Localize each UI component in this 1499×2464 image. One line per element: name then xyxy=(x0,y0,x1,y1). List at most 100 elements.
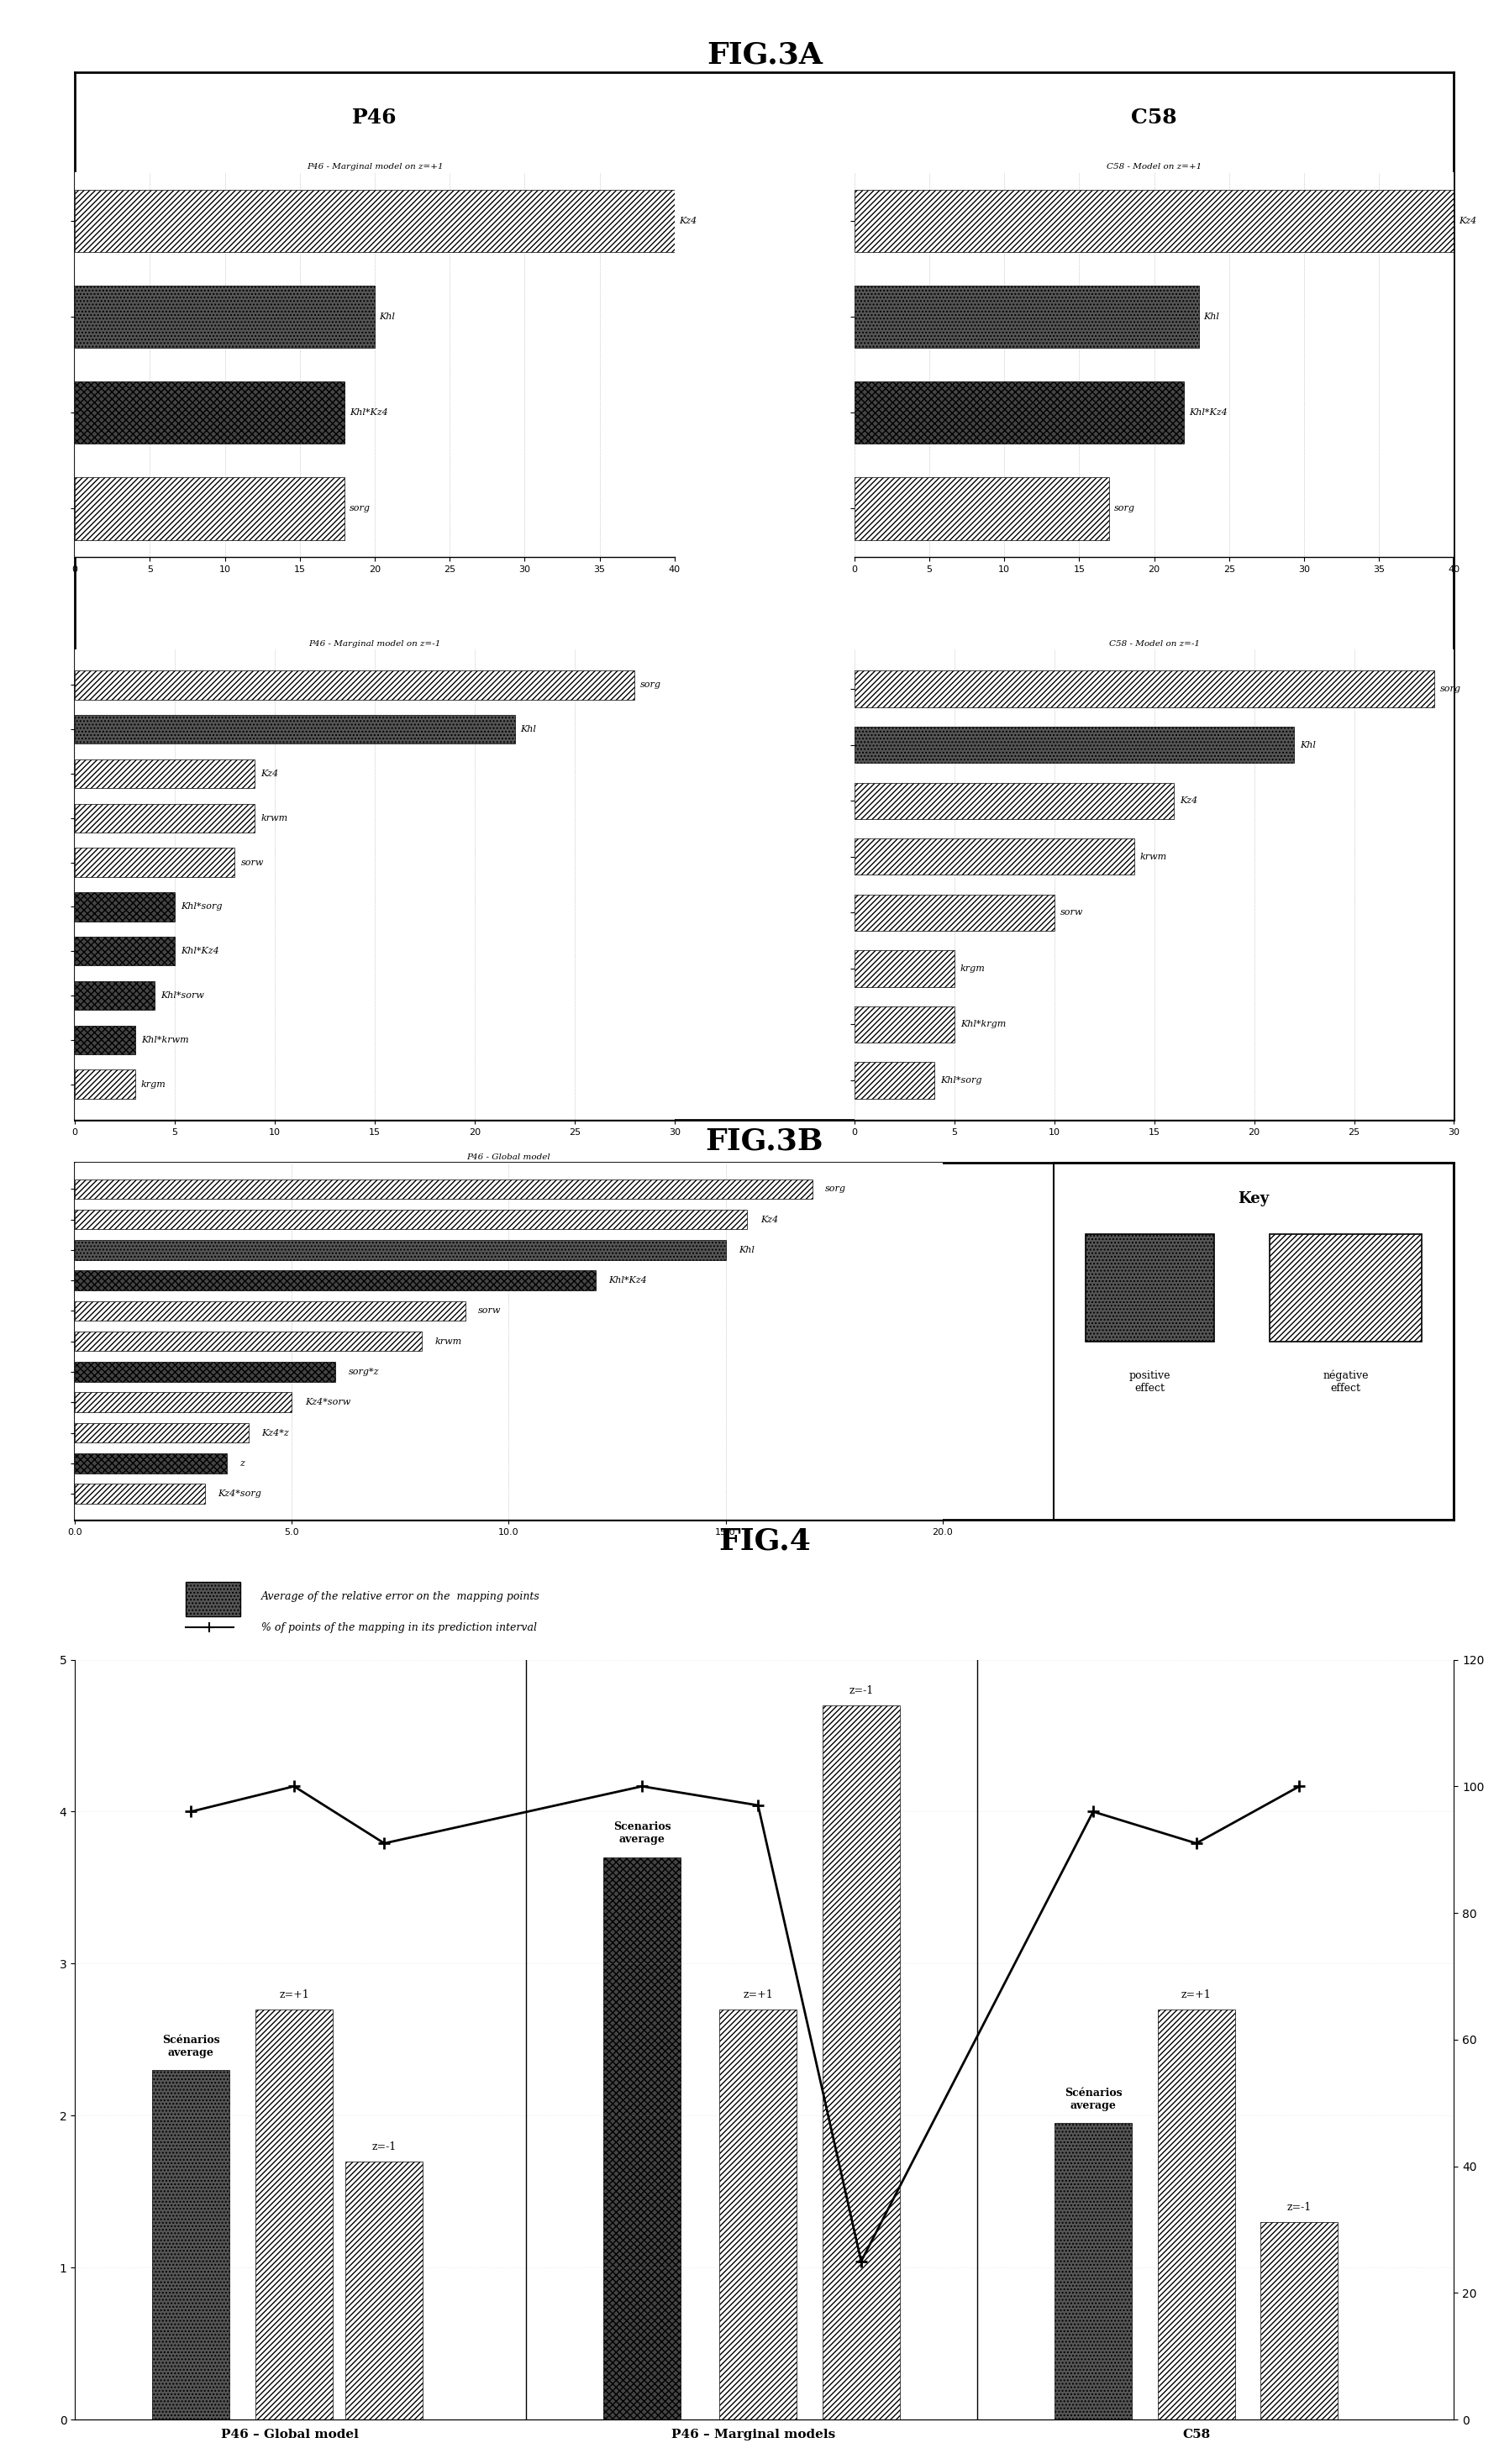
Bar xyxy=(75,803,255,833)
Text: krwm: krwm xyxy=(435,1338,462,1345)
Text: Kz4: Kz4 xyxy=(760,1215,778,1225)
Bar xyxy=(854,727,1294,764)
Text: Khl*sorg: Khl*sorg xyxy=(940,1077,982,1084)
Text: Kz4*z: Kz4*z xyxy=(261,1429,289,1437)
Text: FIG.4: FIG.4 xyxy=(718,1528,811,1555)
Text: Kz4*sorg: Kz4*sorg xyxy=(217,1491,262,1498)
Bar xyxy=(75,1239,726,1259)
Bar xyxy=(823,1705,899,2420)
Bar xyxy=(854,1005,955,1042)
Text: positive
effect: positive effect xyxy=(1129,1370,1171,1395)
Bar xyxy=(75,1210,748,1230)
Bar xyxy=(854,670,1435,707)
Bar xyxy=(75,759,255,788)
Bar xyxy=(75,382,345,444)
Bar xyxy=(153,2070,229,2420)
Bar xyxy=(854,190,1454,251)
Bar xyxy=(75,1392,292,1412)
Bar xyxy=(854,784,1174,818)
Text: Kz4: Kz4 xyxy=(679,217,697,224)
Text: krgm: krgm xyxy=(961,963,985,973)
Bar xyxy=(854,286,1199,347)
Bar xyxy=(346,2161,423,2420)
Text: sorw: sorw xyxy=(478,1306,501,1316)
Bar xyxy=(75,715,514,744)
Text: sorw: sorw xyxy=(1060,909,1084,917)
Bar xyxy=(1085,1234,1214,1340)
Bar xyxy=(1270,1234,1423,1340)
Text: Khl: Khl xyxy=(379,313,396,320)
Text: FIG.3A: FIG.3A xyxy=(706,39,823,69)
Text: Kz4: Kz4 xyxy=(261,769,279,779)
Title: C58 - Model on z=-1: C58 - Model on z=-1 xyxy=(1109,641,1199,648)
Bar xyxy=(75,892,175,922)
Bar xyxy=(854,894,1054,931)
Text: krgm: krgm xyxy=(141,1079,166,1089)
Bar xyxy=(75,1271,595,1291)
Text: Khl*krgm: Khl*krgm xyxy=(961,1020,1006,1027)
Text: Khl*sorw: Khl*sorw xyxy=(160,991,204,1000)
Title: P46 - Marginal model on z=-1: P46 - Marginal model on z=-1 xyxy=(309,641,441,648)
Title: C58 - Model on z=+1: C58 - Model on z=+1 xyxy=(1106,163,1202,170)
Bar xyxy=(854,1062,934,1099)
Bar xyxy=(186,1582,240,1616)
Bar xyxy=(720,2008,796,2420)
Bar xyxy=(75,981,154,1010)
Bar xyxy=(75,286,375,347)
Text: Khl: Khl xyxy=(1300,742,1316,749)
Text: Kz4: Kz4 xyxy=(1180,796,1198,806)
Text: sorw: sorw xyxy=(241,857,264,867)
Text: Khl*krwm: Khl*krwm xyxy=(141,1035,189,1045)
Bar xyxy=(75,478,345,540)
Text: z=-1: z=-1 xyxy=(372,2141,397,2151)
Text: Khl*Kz4: Khl*Kz4 xyxy=(181,946,219,956)
Bar xyxy=(75,1025,135,1055)
Text: Kz4: Kz4 xyxy=(1459,217,1477,224)
Text: Kz4*sorw: Kz4*sorw xyxy=(304,1397,351,1407)
Text: z=-1: z=-1 xyxy=(1288,2203,1312,2213)
Text: sorg: sorg xyxy=(1441,685,1462,692)
Bar xyxy=(255,2008,333,2420)
Text: Khl*Kz4: Khl*Kz4 xyxy=(1189,409,1228,416)
Text: sorg: sorg xyxy=(826,1185,847,1193)
Text: z: z xyxy=(240,1459,244,1469)
Text: P46: P46 xyxy=(352,108,397,128)
Text: krwm: krwm xyxy=(1141,853,1168,860)
Bar xyxy=(75,670,634,700)
Bar xyxy=(75,936,175,966)
Bar xyxy=(75,1331,421,1350)
Title: P46 - Global model: P46 - Global model xyxy=(466,1153,550,1161)
Text: sorg: sorg xyxy=(1114,505,1135,513)
Text: FIG.3B: FIG.3B xyxy=(706,1126,823,1156)
Bar xyxy=(75,1180,812,1200)
Bar xyxy=(854,478,1109,540)
Text: sorg*z: sorg*z xyxy=(348,1368,379,1375)
Bar xyxy=(75,848,235,877)
Bar xyxy=(75,1422,249,1444)
Text: négative
effect: négative effect xyxy=(1324,1370,1369,1395)
Bar xyxy=(604,1858,681,2420)
Text: z=-1: z=-1 xyxy=(848,1685,874,1695)
Title: P46 - Marginal model on z=+1: P46 - Marginal model on z=+1 xyxy=(306,163,444,170)
Text: sorg: sorg xyxy=(349,505,370,513)
Text: sorg: sorg xyxy=(640,680,661,690)
Bar xyxy=(1261,2223,1339,2420)
Text: Khl*sorg: Khl*sorg xyxy=(181,902,222,912)
Text: Khl: Khl xyxy=(739,1247,754,1254)
Text: z=+1: z=+1 xyxy=(279,1988,309,2001)
Text: Khl*Kz4: Khl*Kz4 xyxy=(349,409,388,416)
Bar xyxy=(1054,2124,1132,2420)
Bar xyxy=(854,382,1184,444)
Bar xyxy=(75,190,675,251)
Text: Scénarios
average: Scénarios average xyxy=(1064,2087,1121,2112)
Text: Khl: Khl xyxy=(520,724,537,734)
Bar xyxy=(75,1454,226,1473)
Bar xyxy=(75,1069,135,1099)
Text: Average of the relative error on the  mapping points: Average of the relative error on the map… xyxy=(261,1592,540,1602)
Bar xyxy=(75,1301,465,1321)
Bar xyxy=(75,1363,336,1382)
Text: z=+1: z=+1 xyxy=(744,1988,773,2001)
Text: % of points of the mapping in its prediction interval: % of points of the mapping in its predic… xyxy=(261,1621,537,1634)
Bar xyxy=(75,1483,205,1503)
Bar xyxy=(854,838,1135,875)
